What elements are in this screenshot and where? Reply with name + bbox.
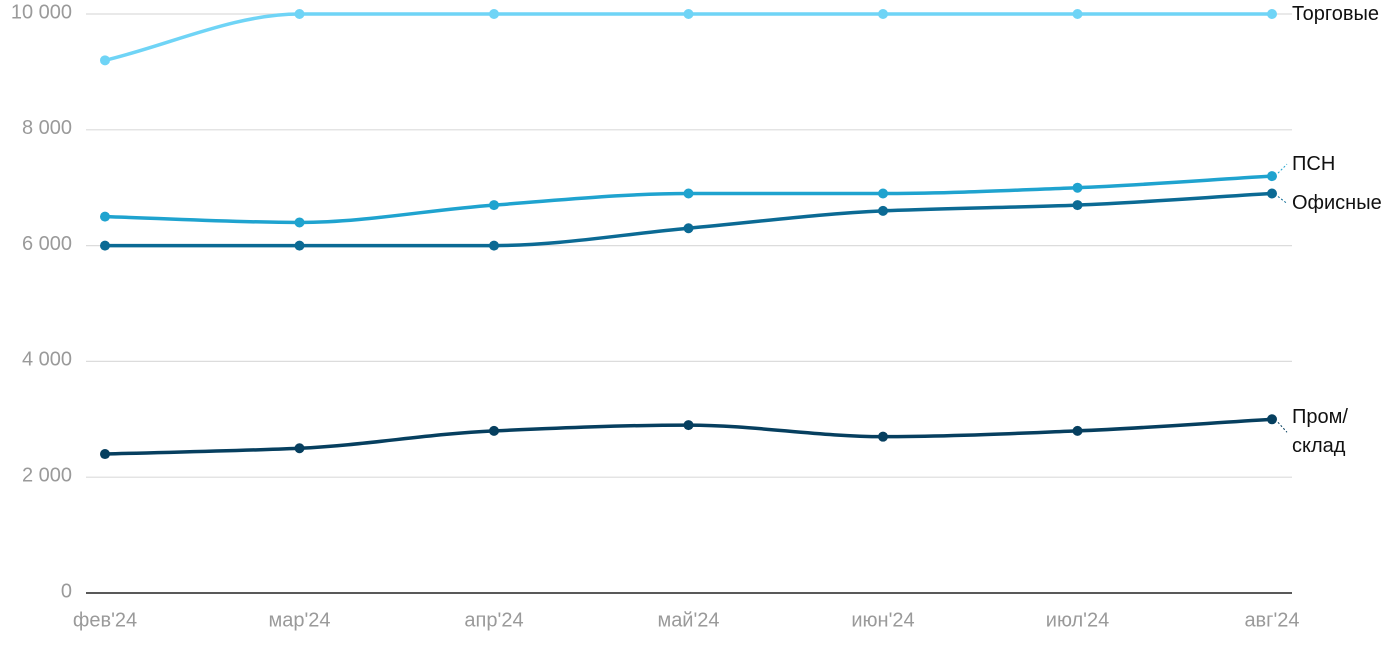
- point: [489, 425, 499, 436]
- point: [683, 188, 694, 199]
- point: [878, 188, 888, 199]
- point: [294, 9, 305, 19]
- series-line: [104, 174, 1273, 225]
- point: [878, 205, 888, 216]
- series-label: ПСН: [1292, 152, 1336, 175]
- point: [683, 420, 694, 431]
- label-connector: [1277, 421, 1288, 433]
- y-tick-label: 2 000: [22, 464, 72, 486]
- label-connector: [1277, 196, 1288, 204]
- point: [683, 223, 694, 234]
- y-tick-label: 10 000: [11, 1, 72, 23]
- point: [294, 443, 305, 454]
- point: [100, 211, 110, 222]
- x-tick-label: май'24: [657, 609, 719, 631]
- x-tick-label: фев'24: [73, 609, 137, 631]
- y-tick-label: 8 000: [22, 117, 72, 139]
- point: [294, 217, 305, 228]
- point: [1267, 188, 1277, 199]
- point: [1072, 425, 1083, 436]
- point: [878, 9, 888, 19]
- series-line: [104, 191, 1273, 248]
- label-connector: [1277, 163, 1288, 174]
- y-tick-label: 6 000: [22, 233, 72, 255]
- point: [1267, 414, 1277, 425]
- series-label: Торговые: [1292, 2, 1380, 25]
- point: [489, 240, 499, 251]
- point: [1267, 171, 1277, 182]
- point: [1072, 200, 1083, 211]
- point: [1072, 9, 1083, 19]
- x-tick-label: апр'24: [464, 609, 523, 631]
- point: [294, 240, 305, 251]
- x-tick-label: авг'24: [1244, 609, 1299, 631]
- point: [683, 9, 694, 19]
- series-label: Пром/ склад: [1292, 406, 1348, 458]
- point: [489, 9, 499, 19]
- point: [1267, 9, 1277, 19]
- x-tick-label: июл'24: [1046, 609, 1109, 631]
- point: [100, 55, 110, 66]
- point: [1072, 182, 1083, 193]
- point: [100, 240, 110, 251]
- y-tick-label: 4 000: [22, 349, 72, 371]
- point: [489, 200, 499, 211]
- point: [878, 431, 888, 442]
- x-tick-label: июн'24: [851, 609, 914, 631]
- point: [100, 449, 110, 460]
- series-label: Офисные: [1292, 191, 1382, 214]
- series-line: [104, 12, 1272, 63]
- x-tick-label: мар'24: [268, 609, 330, 631]
- y-tick-label: 0: [61, 580, 72, 602]
